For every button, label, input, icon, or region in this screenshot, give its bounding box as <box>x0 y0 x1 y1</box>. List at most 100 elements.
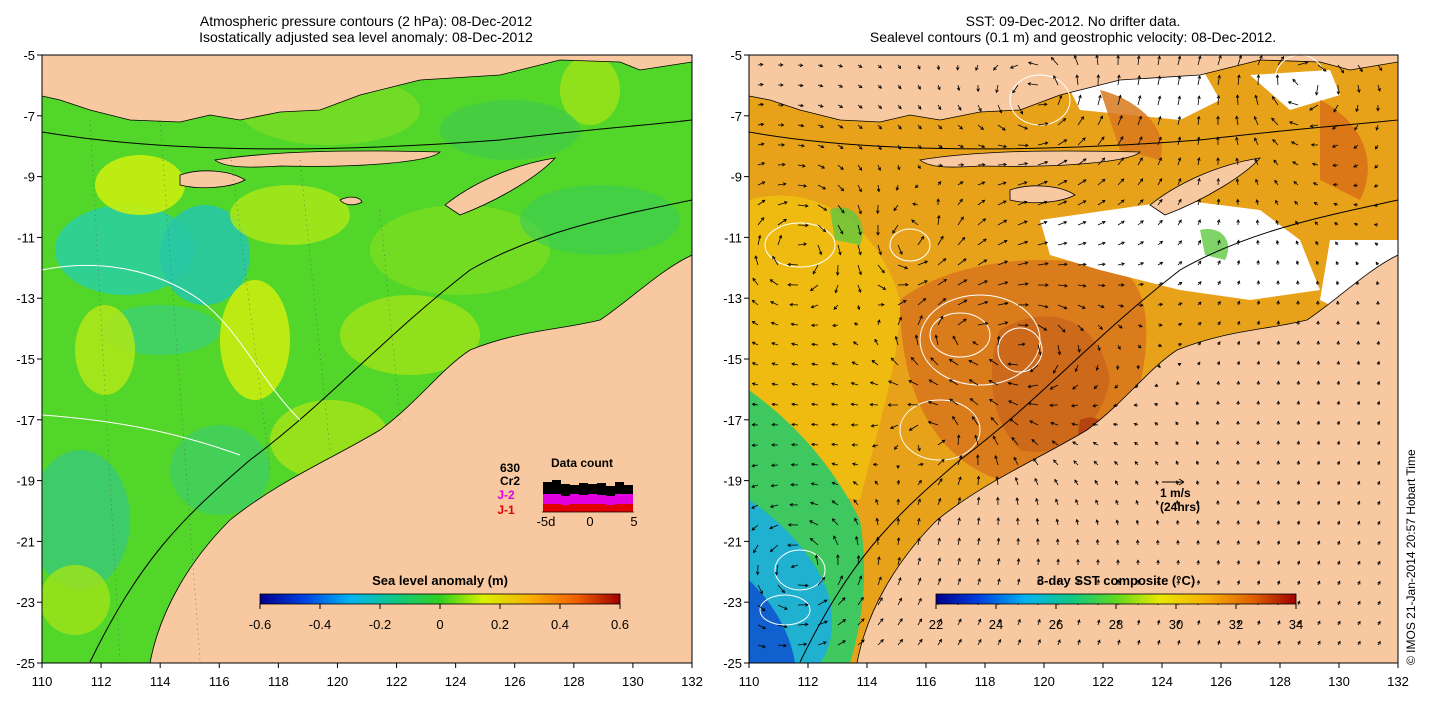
velocity-arrow-head <box>1357 640 1361 645</box>
velocity-arrow-head <box>1133 422 1138 427</box>
left-lat-tick-label: -7 <box>23 109 35 124</box>
velocity-arrow <box>1093 442 1099 446</box>
velocity-arrow-head <box>1296 320 1300 325</box>
velocity-arrow-head <box>996 496 1000 501</box>
velocity-arrow <box>937 279 947 286</box>
velocity-arrow <box>977 124 984 130</box>
velocity-arrow <box>810 502 819 506</box>
velocity-arrow <box>1017 558 1020 566</box>
velocity-arrow-head <box>1195 440 1200 445</box>
velocity-arrow-head <box>1070 403 1075 408</box>
velocity-arrow <box>897 537 900 546</box>
velocity-arrow-head <box>1276 560 1281 565</box>
velocity-arrow <box>855 536 859 546</box>
velocity-arrow <box>990 417 999 426</box>
velocity-arrow <box>1096 539 1099 546</box>
velocity-arrow-head <box>1256 520 1261 524</box>
velocity-arrow-head <box>1276 340 1281 345</box>
velocity-arrow-head <box>897 65 902 70</box>
velocity-arrow-head <box>1158 177 1163 182</box>
velocity-arrow-head <box>1216 115 1220 120</box>
velocity-arrow-head <box>934 334 939 339</box>
velocity-arrow-head <box>1080 327 1084 332</box>
velocity-arrow <box>996 84 999 93</box>
velocity-arrow <box>757 83 764 86</box>
velocity-arrow-head <box>914 184 919 189</box>
velocity-arrow-head <box>850 423 855 427</box>
velocity-arrow <box>1357 64 1363 72</box>
velocity-arrow <box>1017 343 1025 346</box>
velocity-arrow-head <box>1139 157 1143 161</box>
velocity-arrow <box>1076 519 1079 526</box>
velocity-arrow-head <box>839 64 843 68</box>
velocity-arrow-head <box>1159 323 1163 327</box>
velocity-arrow-head <box>1356 360 1361 365</box>
velocity-arrow-head <box>1056 558 1060 563</box>
velocity-arrow-head <box>1293 181 1298 185</box>
velocity-arrow-head <box>1036 538 1040 542</box>
velocity-arrow-head <box>941 439 946 444</box>
velocity-arrow-head <box>1256 320 1261 325</box>
velocity-arrow <box>1077 263 1087 266</box>
velocity-arrow <box>810 538 819 546</box>
velocity-arrow-head <box>1236 219 1240 223</box>
velocity-arrow <box>851 382 859 386</box>
velocity-arrow-head <box>1101 283 1106 288</box>
velocity-arrow-head <box>831 442 835 447</box>
velocity-arrow <box>757 584 763 594</box>
velocity-arrow <box>837 124 843 129</box>
velocity-arrow <box>877 124 882 130</box>
velocity-arrow-head <box>805 603 809 607</box>
velocity-arrow-head <box>856 306 861 311</box>
velocity-arrow-head <box>1236 380 1240 385</box>
velocity-arrow-head <box>1004 281 1009 285</box>
velocity-arrow <box>917 298 926 306</box>
velocity-arrow-head <box>1292 78 1296 83</box>
velocity-arrow <box>1053 75 1059 86</box>
velocity-arrow <box>877 319 880 326</box>
velocity-arrow <box>977 199 985 206</box>
velocity-arrow-head <box>762 625 767 630</box>
velocity-arrow-head <box>1114 460 1118 465</box>
velocity-arrow-head <box>1139 303 1144 307</box>
count-bar-segment <box>570 504 579 512</box>
velocity-arrow <box>809 520 819 526</box>
velocity-arrow-head <box>751 423 756 427</box>
velocity-arrow-head <box>977 537 981 542</box>
velocity-arrow-head <box>858 167 863 171</box>
left-lat-tick-label: -17 <box>16 413 35 428</box>
velocity-arrow-head <box>1337 640 1341 645</box>
velocity-arrow <box>1137 262 1144 266</box>
right-lat-tick-label: -15 <box>723 352 742 367</box>
velocity-arrow-head <box>1216 500 1220 504</box>
velocity-arrow <box>1057 619 1060 626</box>
velocity-arrow-head <box>1155 480 1159 485</box>
velocity-arrow-head <box>783 624 788 629</box>
velocity-arrow <box>757 181 765 186</box>
velocity-arrow-head <box>1101 157 1106 162</box>
velocity-arrow-head <box>1376 380 1381 385</box>
velocity-arrow-head <box>1024 240 1029 245</box>
velocity-arrow <box>1310 124 1319 127</box>
velocity-arrow-head <box>875 517 879 522</box>
velocity-arrow-head <box>1331 144 1336 148</box>
velocity-arrow-head <box>858 289 862 293</box>
velocity-arrow <box>897 300 907 306</box>
velocity-arrow <box>1117 157 1124 166</box>
velocity-arrow-head <box>1256 480 1260 484</box>
velocity-arrow-head <box>1073 460 1077 464</box>
count-bar-segment <box>579 504 588 512</box>
velocity-arrow-head <box>1198 281 1202 285</box>
velocity-arrow-head <box>1175 499 1180 504</box>
velocity-arrow-head <box>981 199 986 204</box>
velocity-arrow-head <box>1178 177 1182 182</box>
velocity-arrow <box>835 284 839 293</box>
velocity-arrow-head <box>1102 241 1106 246</box>
velocity-arrow-head <box>996 557 1001 562</box>
velocity-arrow-head <box>958 107 962 111</box>
velocity-arrow-head <box>834 289 838 294</box>
velocity-arrow-head <box>1377 500 1381 505</box>
velocity-arrow-head <box>1049 403 1053 408</box>
velocity-arrow-head <box>780 123 785 127</box>
velocity-arrow-head <box>1316 560 1321 565</box>
